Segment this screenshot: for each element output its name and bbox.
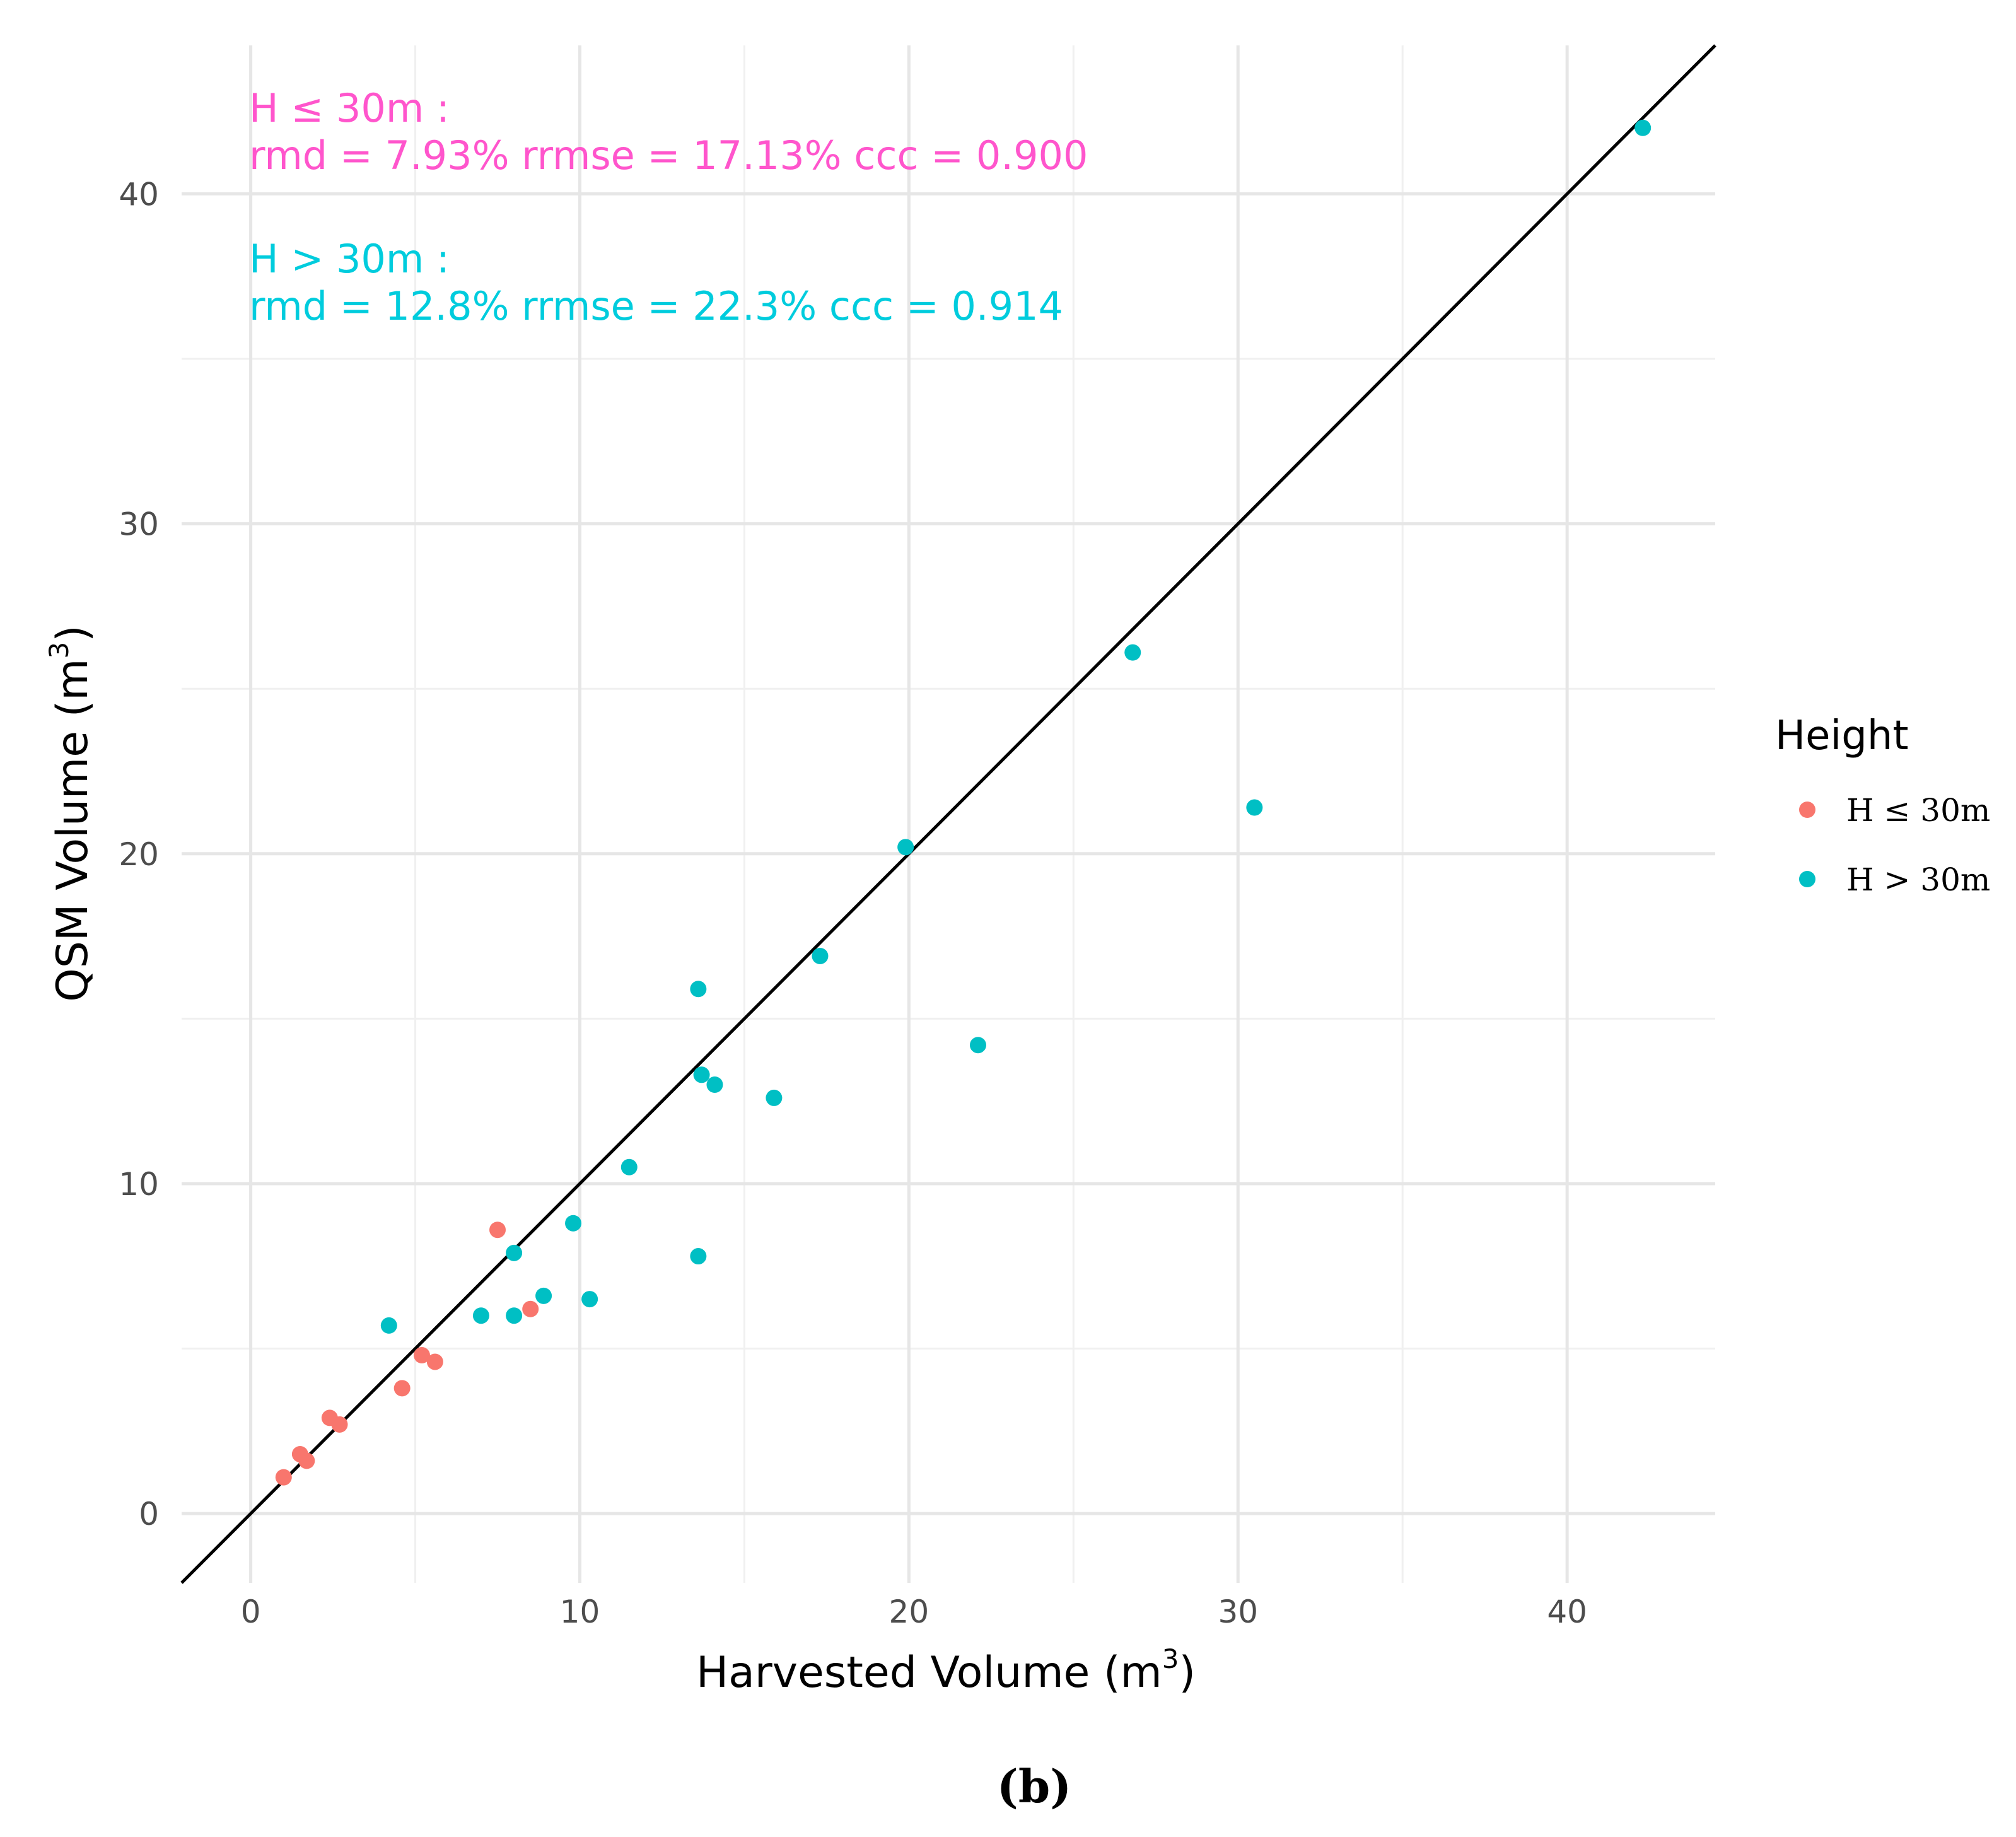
x-tick-label: 10 — [560, 1594, 600, 1630]
annotation-short-title: H ≤ 30m : — [249, 85, 450, 131]
data-points — [275, 119, 1652, 1486]
data-point-height-le-30 — [413, 1347, 430, 1364]
minor-gridlines — [182, 45, 1715, 1583]
x-tick-label: 0 — [241, 1594, 261, 1630]
data-point-height-gt-30 — [693, 1066, 710, 1083]
y-tick-label: 20 — [119, 836, 159, 873]
y-axis-title-close: ) — [48, 625, 98, 642]
panel-label: (b) — [997, 1759, 1071, 1813]
x-tick-label: 40 — [1547, 1594, 1587, 1630]
legend-label-short: H ≤ 30m — [1846, 792, 1990, 829]
x-axis-title-main: Harvested Volume (m — [696, 1648, 1162, 1698]
data-point-height-le-30 — [426, 1353, 443, 1370]
annotation-tall-title: H > 30m : — [249, 236, 450, 282]
data-point-height-gt-30 — [1124, 644, 1141, 661]
y-axis-ticks: 0 10 20 30 40 — [119, 176, 159, 1532]
major-gridlines — [182, 45, 1715, 1583]
identity-reference-line — [180, 44, 1716, 1584]
data-point-height-gt-30 — [621, 1158, 638, 1175]
y-axis-title-superscript: 3 — [44, 642, 74, 659]
data-point-height-gt-30 — [969, 1037, 986, 1054]
data-point-height-gt-30 — [690, 981, 707, 998]
x-tick-label: 20 — [889, 1594, 929, 1630]
x-axis-title: Harvested Volume (m3) — [696, 1643, 1196, 1698]
data-point-height-gt-30 — [472, 1307, 489, 1324]
data-point-height-gt-30 — [380, 1317, 397, 1334]
data-point-height-gt-30 — [812, 947, 829, 964]
data-point-height-le-30 — [275, 1469, 292, 1486]
legend-label-tall: H > 30m — [1846, 861, 1990, 898]
data-point-height-gt-30 — [1246, 799, 1263, 816]
y-tick-label: 30 — [119, 506, 159, 543]
data-point-height-gt-30 — [506, 1307, 523, 1324]
data-point-height-gt-30 — [506, 1244, 523, 1261]
x-axis-ticks: 0 10 20 30 40 — [241, 1594, 1587, 1630]
data-point-height-le-30 — [522, 1300, 539, 1317]
data-point-height-gt-30 — [581, 1291, 598, 1308]
x-axis-title-superscript: 3 — [1162, 1643, 1179, 1674]
data-point-height-gt-30 — [897, 839, 914, 856]
data-point-height-gt-30 — [1634, 119, 1652, 136]
data-point-height-le-30 — [393, 1380, 411, 1397]
data-point-height-gt-30 — [535, 1287, 552, 1304]
legend: Height H ≤ 30m H > 30m — [1775, 713, 1990, 898]
data-point-height-le-30 — [298, 1452, 315, 1469]
data-point-height-le-30 — [489, 1222, 506, 1239]
y-axis-title: QSM Volume (m3) — [44, 625, 98, 1002]
legend-title: Height — [1775, 713, 1909, 759]
x-tick-label: 30 — [1218, 1594, 1258, 1630]
y-tick-label: 0 — [139, 1496, 159, 1532]
annotation-tall-stats: rmd = 12.8% rrmse = 22.3% ccc = 0.914 — [249, 283, 1063, 329]
y-axis-title-main: QSM Volume (m — [48, 659, 98, 1002]
y-tick-label: 10 — [119, 1166, 159, 1203]
data-point-height-gt-30 — [565, 1215, 582, 1232]
data-point-height-gt-30 — [690, 1248, 707, 1265]
annotation-block: H ≤ 30m : rmd = 7.93% rrmse = 17.13% ccc… — [249, 85, 1088, 329]
data-point-height-gt-30 — [766, 1089, 783, 1106]
annotation-short-stats: rmd = 7.93% rrmse = 17.13% ccc = 0.900 — [249, 132, 1088, 178]
data-point-height-le-30 — [331, 1416, 348, 1433]
data-point-height-gt-30 — [706, 1076, 723, 1093]
y-tick-label: 40 — [119, 176, 159, 213]
legend-key-short — [1799, 802, 1815, 818]
legend-key-tall — [1799, 871, 1815, 887]
x-axis-title-close: ) — [1179, 1648, 1196, 1698]
